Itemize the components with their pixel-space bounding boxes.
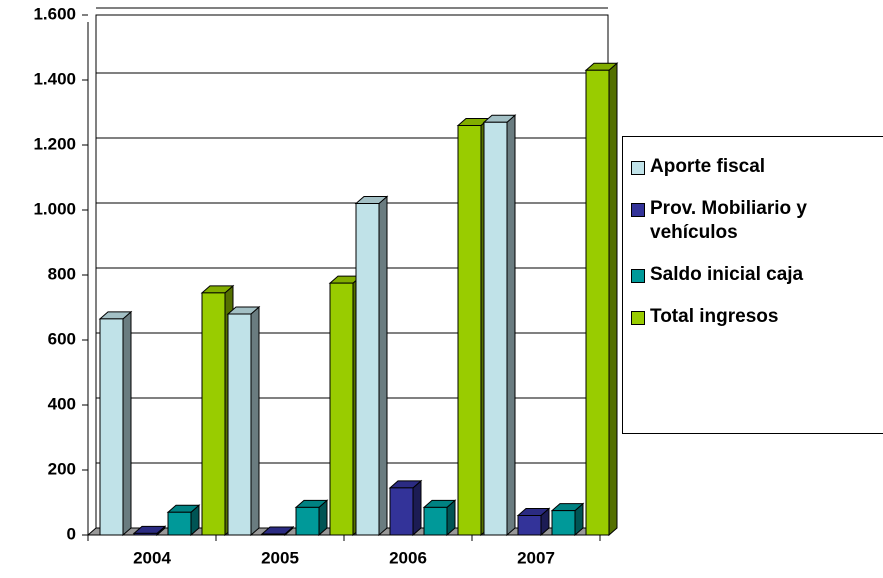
y-tick-label: 1.000 — [33, 199, 76, 218]
bar — [133, 532, 158, 536]
bar-side — [378, 195, 388, 537]
bar — [329, 282, 354, 536]
y-tick-label: 1.200 — [33, 134, 76, 153]
bar — [99, 318, 124, 536]
bar-side — [250, 305, 260, 537]
y-tick-label: 400 — [48, 394, 76, 413]
x-tick-label: 2004 — [133, 548, 171, 567]
legend-swatch — [631, 311, 645, 325]
legend-swatch — [631, 203, 645, 217]
y-tick-label: 1.400 — [33, 69, 76, 88]
legend-swatch — [631, 269, 645, 283]
bar — [389, 487, 414, 536]
bar — [261, 533, 286, 536]
legend-label: Aporte fiscal — [650, 156, 766, 177]
bar — [201, 292, 226, 536]
legend-label: Total ingresos — [650, 306, 779, 327]
bar — [227, 313, 252, 536]
y-tick-label: 200 — [48, 459, 76, 478]
legend-label: Prov. Mobiliario y vehículos — [650, 198, 807, 243]
bar — [457, 125, 482, 536]
legend-item: Prov. Mobiliario y vehículos — [631, 197, 883, 245]
bar — [551, 510, 576, 536]
legend-swatch — [631, 161, 645, 175]
legend: Aporte fiscal Prov. Mobiliario y vehículo… — [622, 136, 883, 434]
bar-side — [412, 479, 422, 537]
bar — [517, 515, 542, 536]
bar — [483, 121, 508, 536]
y-tick-label: 1.600 — [33, 4, 76, 23]
legend-item: Saldo inicial caja — [631, 263, 883, 287]
y-tick-label: 0 — [67, 524, 76, 543]
bar-side — [506, 114, 516, 537]
bar — [423, 506, 448, 536]
bar — [167, 511, 192, 536]
bar-side — [122, 310, 132, 537]
y-tick-label: 800 — [48, 264, 76, 283]
bar — [355, 203, 380, 536]
y-tick-label: 600 — [48, 329, 76, 348]
bar — [295, 506, 320, 536]
legend-label: Saldo inicial caja — [650, 264, 804, 285]
x-tick-label: 2007 — [517, 548, 555, 567]
legend-item: Total ingresos — [631, 305, 883, 329]
x-tick-label: 2005 — [261, 548, 299, 567]
x-tick-label: 2006 — [389, 548, 427, 567]
bar-side — [608, 62, 618, 537]
legend-item: Aporte fiscal — [631, 155, 883, 179]
bar — [585, 69, 610, 536]
